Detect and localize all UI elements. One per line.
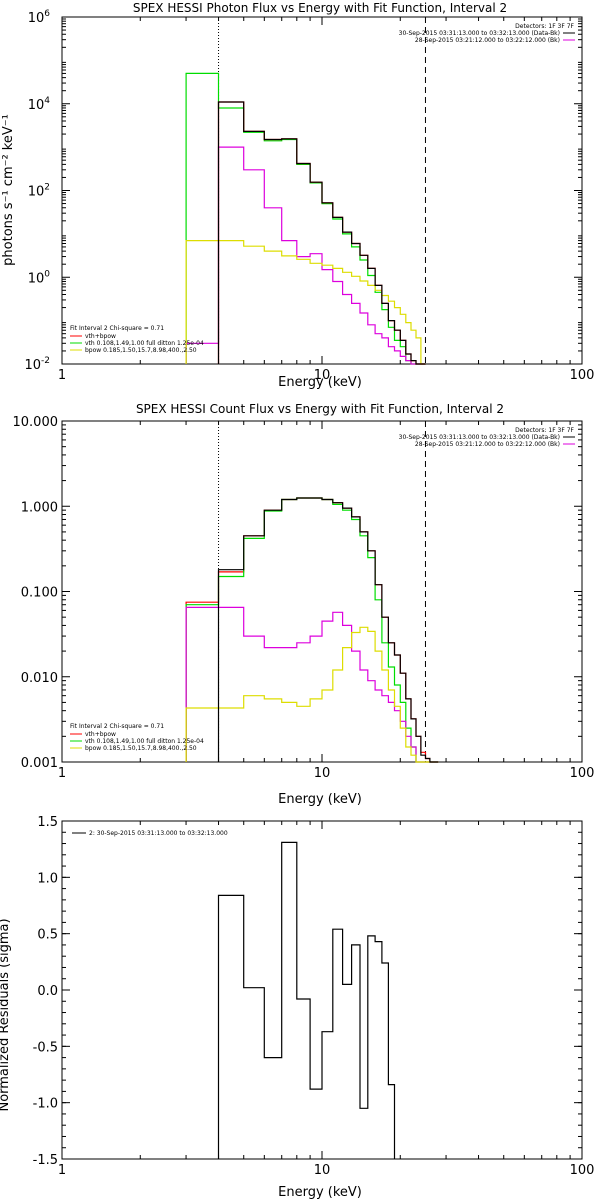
series-vth xyxy=(185,497,439,763)
residuals-chart: Energy (keV) Normalized Residuals (sigma… xyxy=(0,815,594,1200)
x-tick-label: 100 xyxy=(570,1163,595,1178)
legend-entry: vth 0.108,1.49,1.00 full ditton 1.25e-04 xyxy=(85,340,204,347)
legend-entry: 30-Sep-2015 03:31:13.000 to 03:32:13.000… xyxy=(399,434,560,441)
y-tick-label: -0.5 xyxy=(33,1040,58,1055)
y-tick-label: 1.5 xyxy=(37,815,58,830)
legend-entry: vth+bpow xyxy=(85,333,116,340)
legend-entry: 28-Sep-2015 03:21:12.000 to 03:22:12.000… xyxy=(415,37,560,44)
series-data xyxy=(217,101,426,365)
y-tick-label: 104 xyxy=(28,96,51,113)
legend-entry: 28-Sep-2015 03:21:12.000 to 03:22:12.000… xyxy=(415,441,560,448)
y-tick-label: 1.0 xyxy=(37,871,58,886)
legend-header: Fit Interval 2 Chi-square = 0.71 xyxy=(70,723,164,730)
x-tick-label: 10 xyxy=(314,368,331,383)
y-tick-label: 10.000 xyxy=(13,415,59,430)
legend-entry: vth+bpow xyxy=(85,731,116,738)
y-axis-label: photons s⁻¹ cm⁻² keV⁻¹ xyxy=(1,114,16,266)
y-tick-label: 0.5 xyxy=(37,928,58,943)
x-axis-label: Energy (keV) xyxy=(278,375,362,390)
x-tick-label: 100 xyxy=(570,766,595,781)
series-background xyxy=(185,146,426,365)
x-tick-label: 1 xyxy=(58,766,66,781)
x-axis-label: Energy (keV) xyxy=(278,792,362,807)
series-data xyxy=(217,497,439,763)
x-tick-label: 1 xyxy=(58,1163,66,1178)
y-tick-label: -1.5 xyxy=(33,1153,58,1168)
plot-frame xyxy=(61,820,583,1160)
legend-header: Detectors: 1F 3F 7F xyxy=(515,23,574,30)
legend-entry: 2: 30-Sep-2015 03:31:13.000 to 03:32:13.… xyxy=(89,830,228,837)
legend-entry: vth 0.108,1.49,1.00 full ditton 1.25e-04 xyxy=(85,738,204,745)
y-tick-label: 0.0 xyxy=(37,984,58,999)
legend-header: Detectors: 1F 3F 7F xyxy=(515,427,574,434)
y-tick-label: 106 xyxy=(28,9,51,26)
series-bpow xyxy=(185,240,426,365)
count-flux-chart: SPEX HESSI Count Flux vs Energy with Fit… xyxy=(13,402,595,807)
chart-title: SPEX HESSI Photon Flux vs Energy with Fi… xyxy=(133,1,507,15)
y-tick-label: 102 xyxy=(28,183,50,200)
y-tick-label: -1.0 xyxy=(33,1097,58,1112)
series-vth xyxy=(185,72,426,365)
plot-frame xyxy=(61,420,583,763)
y-tick-label: 1.000 xyxy=(21,500,58,515)
y-tick-label: 10-2 xyxy=(24,356,50,373)
y-tick-label: 0.100 xyxy=(21,586,58,601)
x-tick-label: 10 xyxy=(314,766,331,781)
x-axis-label: Energy (keV) xyxy=(278,1185,362,1200)
x-tick-label: 1 xyxy=(58,368,66,383)
chart-title: SPEX HESSI Count Flux vs Energy with Fit… xyxy=(136,402,504,416)
x-tick-label: 100 xyxy=(570,368,595,383)
series-residuals xyxy=(217,841,396,1159)
y-tick-label: 0.010 xyxy=(21,671,58,686)
series-bpow xyxy=(185,626,439,763)
legend-entry: bpow 0.185,1.50,15.7,8.98,400.,2.50 xyxy=(85,745,197,752)
x-tick-label: 10 xyxy=(314,1163,331,1178)
y-tick-label: 0.001 xyxy=(21,756,58,771)
series-background xyxy=(185,606,439,763)
legend-entry: bpow 0.185,1.50,15.7,8.98,400.,2.50 xyxy=(85,347,197,354)
legend-header: Fit Interval 2 Chi-square = 0.71 xyxy=(70,325,164,332)
y-axis-label: Normalized Residuals (sigma) xyxy=(0,918,12,1111)
y-tick-label: 100 xyxy=(28,269,51,286)
legend-entry: 30-Sep-2015 03:31:13.000 to 03:32:13.000… xyxy=(399,30,560,37)
photon-flux-chart: SPEX HESSI Photon Flux vs Energy with Fi… xyxy=(1,1,594,390)
